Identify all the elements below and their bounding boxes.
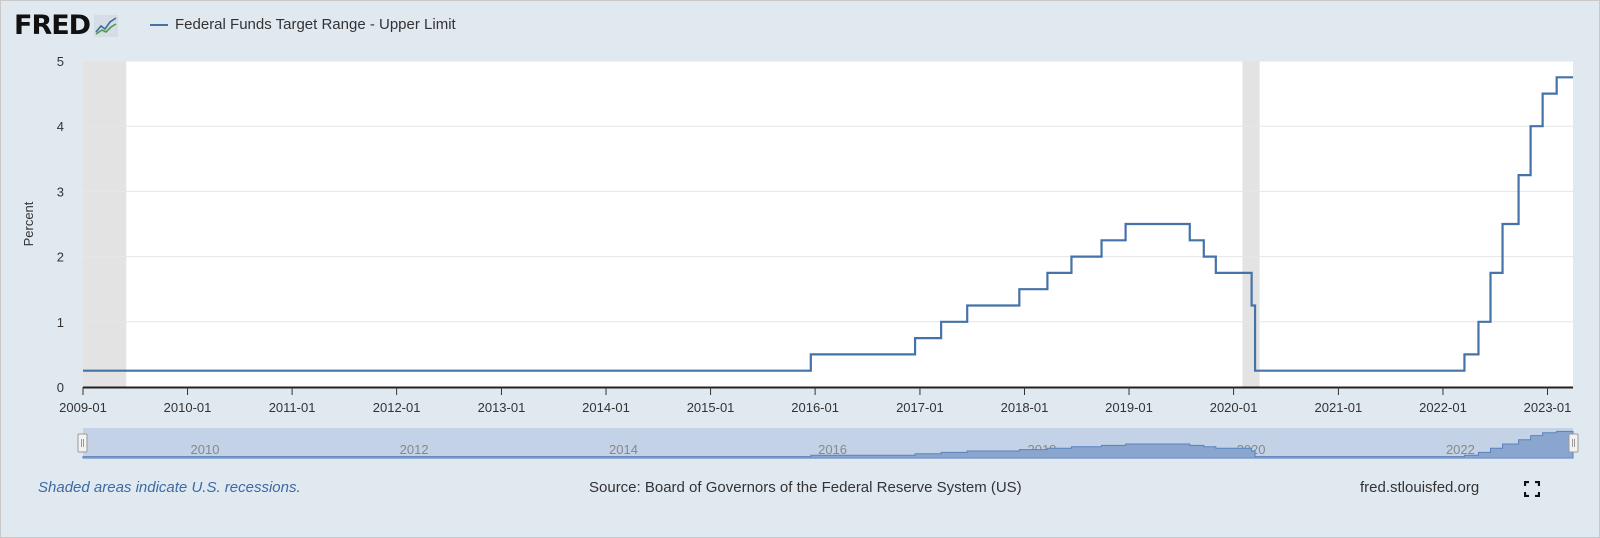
series-line[interactable] [83, 76, 1573, 372]
navigator-label: 2014 [609, 442, 638, 457]
x-tick-label: 2015-01 [687, 400, 735, 415]
x-tick-label: 2010-01 [164, 400, 212, 415]
recession-note: Shaded areas indicate U.S. recessions. [38, 479, 301, 496]
navigator-right-handle[interactable] [1568, 433, 1579, 453]
navigator-background [83, 428, 1573, 459]
chart-legend[interactable]: Federal Funds Target Range - Upper Limit [150, 16, 456, 33]
x-tick-label: 2019-01 [1105, 400, 1153, 415]
x-tick-label: 2013-01 [478, 400, 526, 415]
y-axis-label: Percent [21, 201, 36, 246]
recession-band [83, 61, 127, 387]
y-axis-ticks: 0 1 2 3 4 5 [57, 54, 64, 395]
y-tick-label: 0 [57, 380, 64, 395]
gridlines [83, 60, 1573, 323]
x-tick-label: 2017-01 [896, 400, 944, 415]
navigator-label: 2016 [818, 442, 847, 457]
recession-band [1242, 61, 1260, 387]
y-tick-label: 3 [57, 184, 64, 199]
x-tick-label: 2014-01 [582, 400, 630, 415]
x-tick-label: 2022-01 [1419, 400, 1467, 415]
x-axis-ticks: 2009-01 2010-01 2011-01 2012-01 2013-01 2014-… [59, 387, 1571, 415]
x-tick-label: 2023-01 [1524, 400, 1572, 415]
logo-graph-icon [94, 14, 119, 37]
y-tick-label: 1 [57, 315, 64, 330]
y-tick-label: 5 [57, 54, 64, 69]
range-navigator[interactable]: 2010201220142016201820202022 [77, 428, 1579, 459]
fullscreen-icon[interactable] [1524, 481, 1540, 497]
y-tick-label: 4 [57, 119, 64, 134]
x-tick-label: 2018-01 [1001, 400, 1049, 415]
navigator-label: 2022 [1446, 442, 1475, 457]
x-tick-label: 2009-01 [59, 400, 107, 415]
logo-text: FRED [14, 10, 91, 41]
navigator-area [82, 430, 1574, 459]
x-tick-label: 2021-01 [1315, 400, 1363, 415]
x-tick-label: 2016-01 [791, 400, 839, 415]
fred-logo[interactable]: FRED [14, 10, 119, 41]
legend-swatch [150, 23, 168, 26]
navigator-label: 2010 [191, 442, 220, 457]
x-tick-label: 2020-01 [1210, 400, 1258, 415]
x-tick-label: 2012-01 [373, 400, 421, 415]
navigator-left-handle[interactable] [77, 433, 88, 453]
source-text: Source: Board of Governors of the Federa… [589, 479, 1022, 496]
plot-background [83, 61, 1573, 388]
legend-label: Federal Funds Target Range - Upper Limit [175, 16, 456, 33]
y-tick-label: 2 [57, 250, 64, 265]
navigator-label: 2012 [400, 442, 429, 457]
x-tick-label: 2011-01 [269, 400, 316, 415]
fred-url-link[interactable]: fred.stlouisfed.org [1360, 479, 1480, 496]
